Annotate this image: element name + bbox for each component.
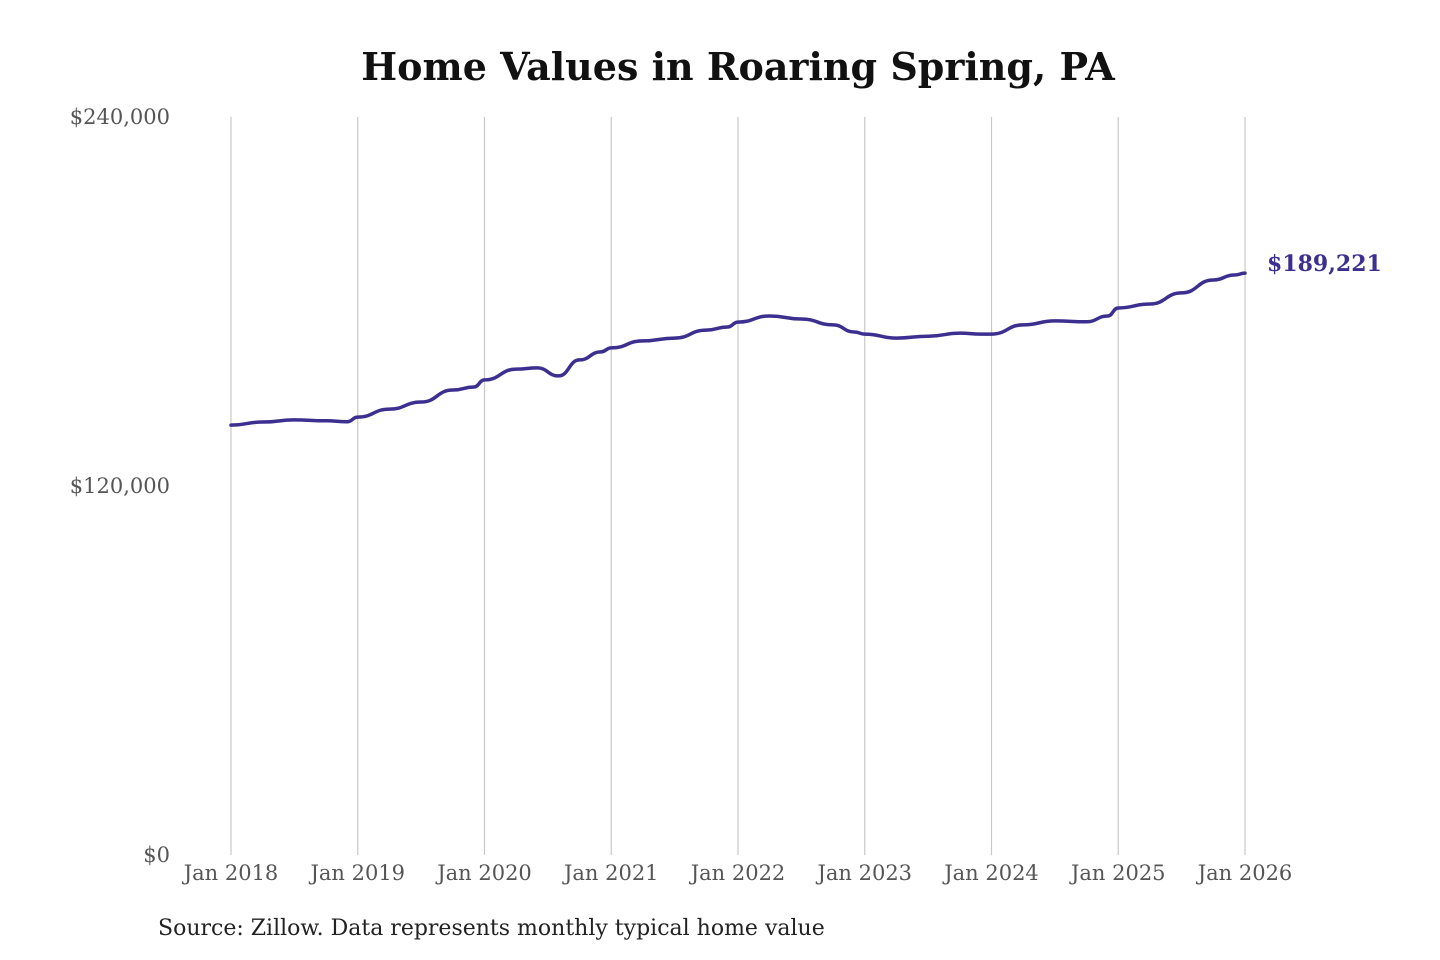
x-tick-label: Jan 2021 bbox=[562, 861, 659, 885]
x-tick-label: Jan 2018 bbox=[182, 861, 279, 885]
y-tick-label: $240,000 bbox=[70, 105, 170, 129]
x-tick-label: Jan 2024 bbox=[942, 861, 1039, 885]
chart-title: Home Values in Roaring Spring, PA bbox=[361, 44, 1115, 89]
x-tick-label: Jan 2026 bbox=[1196, 861, 1293, 885]
x-tick-label: Jan 2022 bbox=[689, 861, 786, 885]
y-tick-label: $120,000 bbox=[70, 474, 170, 498]
series-line bbox=[229, 271, 1247, 427]
y-tick-label: $0 bbox=[143, 843, 170, 867]
x-tick-label: Jan 2020 bbox=[435, 861, 532, 885]
source-note: Source: Zillow. Data represents monthly … bbox=[158, 916, 825, 941]
x-tick-label: Jan 2019 bbox=[308, 861, 405, 885]
x-tick-label: Jan 2023 bbox=[815, 861, 912, 885]
end-value-label: $189,221 bbox=[1267, 251, 1382, 277]
x-tick-label: Jan 2025 bbox=[1069, 861, 1166, 885]
